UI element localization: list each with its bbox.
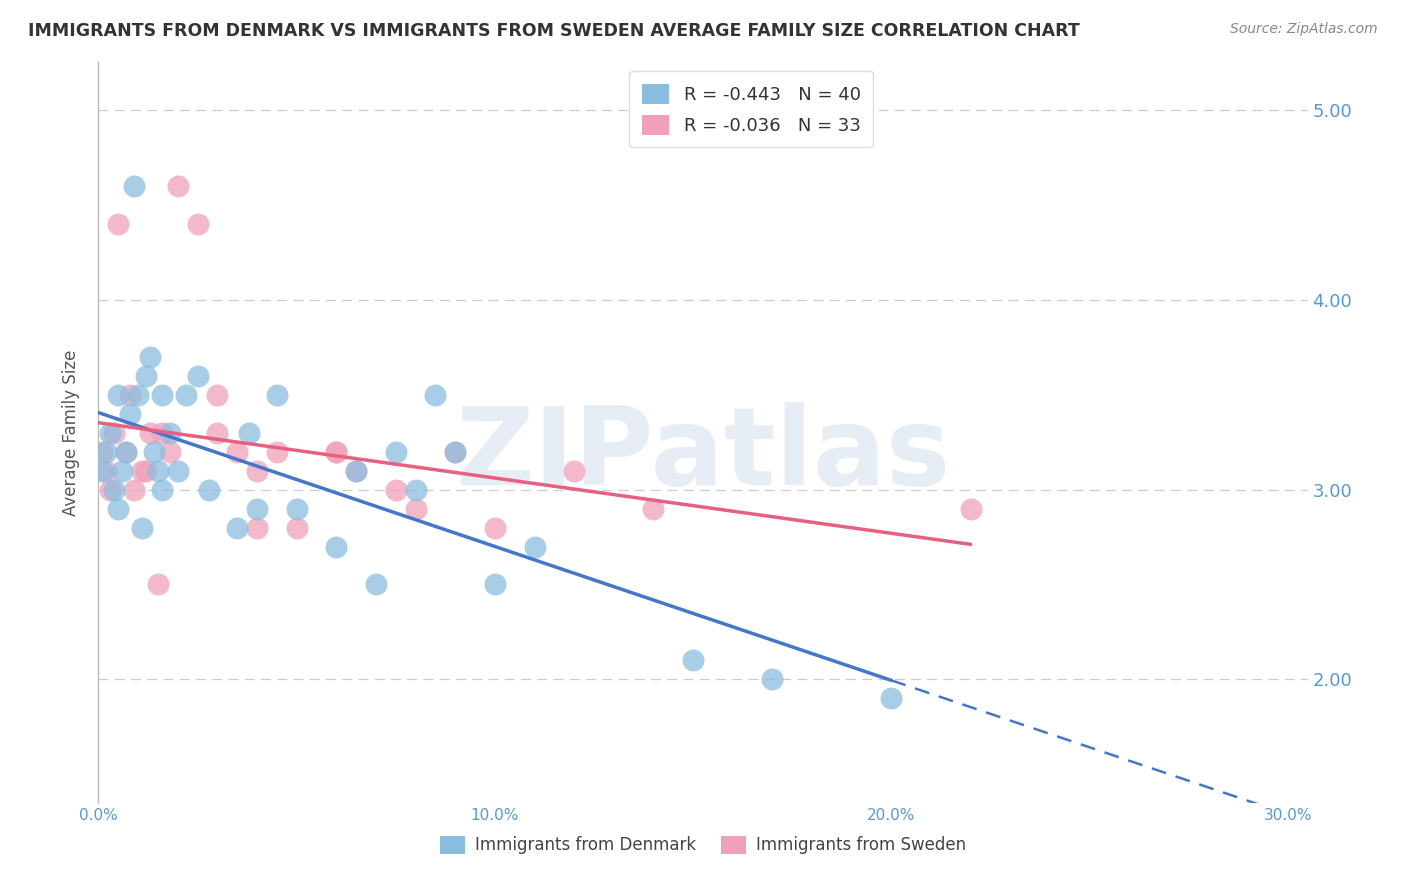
Point [131, 464, 153, 478]
Point [238, 425, 260, 440]
Point [523, 540, 546, 554]
Point [98, 425, 121, 440]
Point [484, 520, 506, 534]
Point [111, 464, 134, 478]
Point [159, 425, 181, 440]
Point [444, 444, 467, 458]
Point [285, 501, 308, 516]
Point [364, 577, 387, 591]
Point [96, 444, 118, 458]
Point [246, 520, 269, 534]
Point [91, 444, 114, 458]
Point [166, 178, 188, 193]
Point [166, 464, 188, 478]
Point [226, 520, 249, 534]
Point [142, 444, 165, 458]
Point [146, 577, 169, 591]
Point [174, 387, 197, 401]
Point [127, 387, 149, 401]
Point [880, 691, 903, 706]
Y-axis label: Average Family Size: Average Family Size [62, 350, 80, 516]
Point [207, 425, 229, 440]
Point [761, 673, 783, 687]
Point [444, 444, 467, 458]
Point [562, 464, 585, 478]
Text: IMMIGRANTS FROM DENMARK VS IMMIGRANTS FROM SWEDEN AVERAGE FAMILY SIZE CORRELATIO: IMMIGRANTS FROM DENMARK VS IMMIGRANTS FR… [28, 22, 1080, 40]
Point [103, 483, 125, 497]
Point [186, 368, 208, 383]
Point [135, 368, 157, 383]
Point [207, 387, 229, 401]
Point [122, 483, 145, 497]
Point [122, 178, 145, 193]
Point [246, 464, 269, 478]
Point [959, 501, 981, 516]
Point [135, 464, 157, 478]
Point [246, 501, 269, 516]
Point [98, 483, 121, 497]
Point [405, 501, 427, 516]
Point [91, 464, 114, 478]
Text: ZIPatlas: ZIPatlas [456, 401, 950, 508]
Point [384, 483, 406, 497]
Point [405, 483, 427, 497]
Point [325, 444, 347, 458]
Point [384, 444, 406, 458]
Point [120, 407, 142, 421]
Point [484, 577, 506, 591]
Point [115, 444, 138, 458]
Point [198, 483, 221, 497]
Legend: Immigrants from Denmark, Immigrants from Sweden: Immigrants from Denmark, Immigrants from… [433, 829, 973, 861]
Point [682, 653, 704, 667]
Point [150, 425, 173, 440]
Point [325, 540, 347, 554]
Text: Source: ZipAtlas.com: Source: ZipAtlas.com [1230, 22, 1378, 37]
Point [186, 217, 208, 231]
Point [139, 350, 162, 364]
Point [146, 464, 169, 478]
Point [150, 387, 173, 401]
Point [266, 444, 288, 458]
Point [103, 425, 125, 440]
Point [107, 387, 129, 401]
Point [344, 464, 367, 478]
Point [120, 387, 142, 401]
Point [226, 444, 249, 458]
Point [643, 501, 665, 516]
Point [107, 217, 129, 231]
Point [285, 520, 308, 534]
Point [150, 483, 173, 497]
Point [425, 387, 447, 401]
Point [115, 444, 138, 458]
Point [139, 425, 162, 440]
Point [159, 444, 181, 458]
Point [96, 464, 118, 478]
Point [266, 387, 288, 401]
Point [344, 464, 367, 478]
Point [131, 520, 153, 534]
Point [107, 501, 129, 516]
Point [325, 444, 347, 458]
